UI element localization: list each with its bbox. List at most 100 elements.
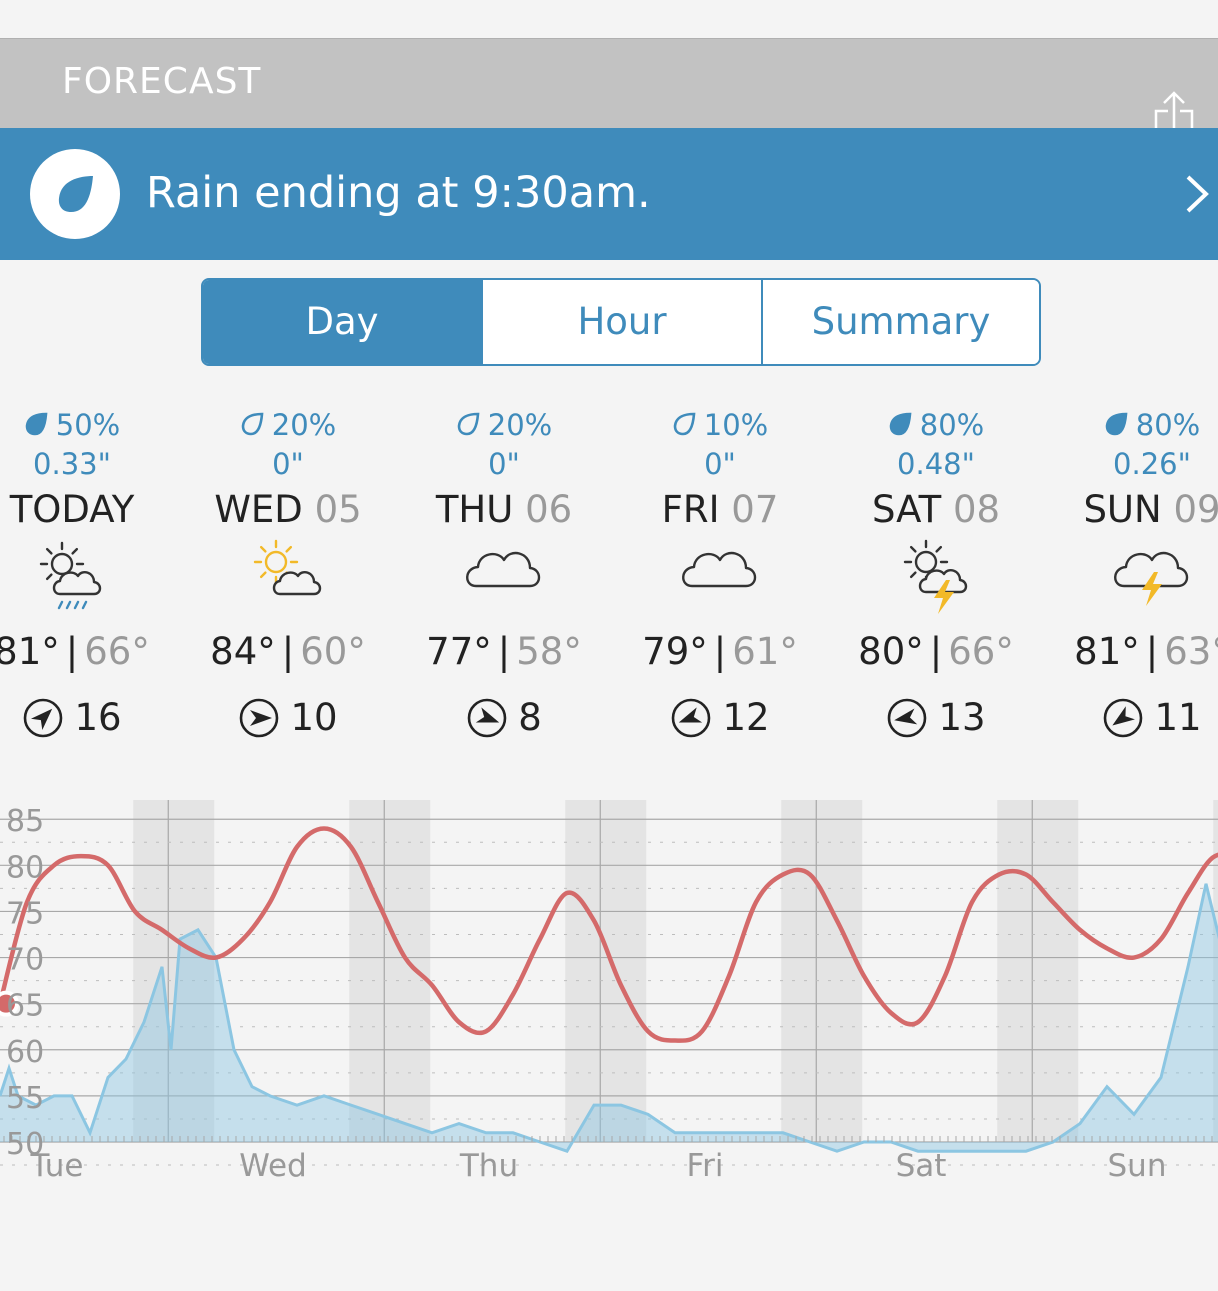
tab-hour[interactable]: Hour [481,280,761,364]
day-column[interactable]: 10% 0" FRI 07 79° | 61° 12 [612,400,828,760]
temperature-line [0,826,1218,1043]
precip-chance-value: 50% [55,408,121,442]
y-tick-label: 75 [6,896,44,931]
low-temp: 66° [84,630,150,673]
precip-chance: 50% [0,408,180,442]
x-axis-label: Wed [239,1148,307,1184]
y-tick-label: 80 [6,850,44,885]
wind-direction-icon [670,696,722,739]
precip-chance-value: 80% [1135,408,1201,442]
wind-direction-icon [22,696,74,739]
precip-amount: 0" [488,447,520,481]
wind-direction-icon [886,696,938,739]
precip-chance-value: 10% [703,408,769,442]
day-date: 07 [731,488,779,531]
current-time-marker [0,990,19,1017]
day-label: SAT 08 [828,488,1044,531]
wind-direction-icon [1102,696,1154,739]
page-title: FORECAST [62,61,262,102]
temperature-precip-chart: 85 80 75 70 65 60 55 50 Tue Wed Thu Fri Sat Sun [0,790,1218,1190]
precip-area [0,883,1218,1152]
x-axis-label: Tue [30,1148,84,1184]
precip-chance: 80% [1044,408,1218,442]
chevron-right-icon[interactable] [1184,173,1210,219]
day-name: THU [435,488,514,531]
precip-chance-value: 20% [487,408,553,442]
y-tick-label: 65 [6,989,44,1024]
wind-direction-icon [466,696,518,739]
tab-day[interactable]: Day [203,280,481,364]
raindrop-icon [58,176,93,212]
high-temp: 81° [0,630,60,673]
day-column[interactable]: 80% 0.26" SUN 09 81°|63° 11 [1044,400,1218,760]
high-temp: 80° [858,630,924,673]
x-axis-label: Sun [1108,1148,1167,1184]
temperature-range: 80° | 66° [858,630,1014,673]
y-tick-label: 85 [6,804,44,839]
day-date: 06 [525,488,573,531]
app-header: FORECAST [0,38,1218,149]
temperature-range: 81°|63° [1044,630,1218,673]
raindrop-icon [888,408,920,442]
day-column[interactable]: 20% 0" WED 05 84° | 60° 10 [180,400,396,760]
night-band [133,800,215,1142]
x-axis-label: Thu [459,1148,518,1184]
raindrop-icon [24,408,56,442]
sun-cloud-thunder-icon [886,536,982,620]
wind-speed: 12 [722,696,770,739]
wind: 11 [1044,696,1218,739]
cloud-icon [454,536,550,620]
day-column[interactable]: 50% 0.33" TODAY 81° | 66° 16 [0,400,180,760]
day-label: SUN 09 [1044,488,1218,531]
raindrop-icon [240,408,272,442]
high-temp: 79° [642,630,708,673]
precip-line [0,883,1218,1154]
day-label: TODAY [0,488,180,531]
precip-chance: 20% [180,408,396,442]
high-temp: 77° [426,630,492,673]
low-temp: 58° [516,630,582,673]
wind-direction-icon [238,696,290,739]
night-band [997,800,1079,1142]
day-name: TODAY [9,488,135,531]
rain-alert-banner[interactable]: Rain ending at 9:30am. [0,128,1218,260]
raindrop-icon [1104,408,1136,442]
wind: 10 [180,696,396,739]
precip-chance: 80% [828,408,1044,442]
y-tick-label: 50 [6,1127,44,1162]
raindrop-icon [456,408,488,442]
night-band [565,800,647,1142]
temperature-range: 77° | 58° [426,630,582,673]
wind-speed: 8 [518,696,542,739]
day-date: 09 [1173,488,1218,531]
day-label: WED 05 [180,488,396,531]
raindrop-icon [672,408,704,442]
cloud-icon [670,536,766,620]
day-column[interactable]: 20% 0" THU 06 77° | 58° 8 [396,400,612,760]
precip-chance-value: 80% [919,408,985,442]
wind: 8 [396,696,612,739]
high-temp: 81° [1074,630,1140,673]
night-band [781,800,863,1142]
y-tick-label: 60 [6,1035,44,1070]
low-temp: 60° [300,630,366,673]
temperature-range: 81° | 66° [0,630,180,673]
wind-speed: 16 [74,696,122,739]
precip-amount: 0" [272,447,304,481]
precip-chance: 20% [396,408,612,442]
precip-chance: 10% [612,408,828,442]
wind: 13 [828,696,1044,739]
y-tick-label: 55 [6,1081,44,1116]
partly-sunny-icon [238,536,334,620]
temperature-range: 84° | 60° [210,630,366,673]
day-label: FRI 07 [612,488,828,531]
sun-cloud-rain-icon [22,536,118,620]
day-date: 08 [952,488,1001,531]
night-band [1213,800,1218,1142]
day-column[interactable]: 80% 0.48" SAT 08 80° | 66° 13 [828,400,1044,760]
day-date: 05 [314,488,362,531]
low-temp: 61° [732,630,798,673]
tab-summary[interactable]: Summary [761,280,1039,364]
high-temp: 84° [210,630,276,673]
